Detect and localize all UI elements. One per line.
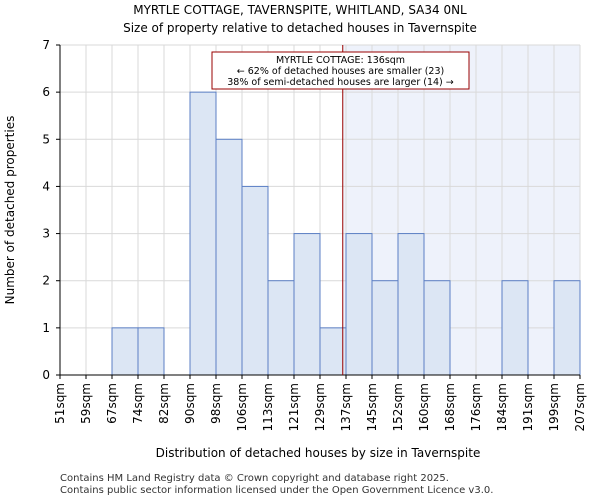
bar-106sqm (241, 185, 269, 376)
x-tick-label: 184sqm (495, 383, 509, 431)
bar-160sqm (423, 280, 451, 376)
y-tick-label: 1 (42, 321, 50, 335)
x-tick-label: 129sqm (313, 383, 327, 431)
x-tick-label: 67sqm (105, 383, 119, 424)
bar-67sqm (111, 327, 139, 376)
bar-199sqm (553, 280, 581, 376)
x-tick-label: 90sqm (183, 383, 197, 424)
chart-subtitle: Size of property relative to detached ho… (123, 21, 477, 35)
y-tick-label: 2 (42, 274, 50, 288)
annotation-line: 38% of semi-detached houses are larger (… (227, 77, 454, 88)
annotation-line: ← 62% of detached houses are smaller (23… (237, 66, 444, 77)
x-tick-label: 168sqm (443, 383, 457, 431)
bar-129sqm (319, 327, 347, 376)
bar-98sqm (215, 138, 243, 376)
x-tick-label: 51sqm (53, 383, 67, 424)
y-tick-label: 3 (42, 227, 50, 241)
x-tick-label: 191sqm (521, 383, 535, 431)
x-tick-label: 74sqm (131, 383, 145, 424)
annotation-box (211, 51, 470, 90)
bar-90sqm (189, 91, 217, 376)
bar-145sqm (371, 280, 399, 376)
x-tick-label: 152sqm (391, 383, 405, 431)
y-axis-label: Number of detached properties (3, 116, 17, 305)
y-tick-label: 0 (42, 368, 50, 382)
bar-184sqm (501, 280, 529, 376)
footer-licence: Contains public sector information licen… (60, 485, 494, 496)
plot-area: 0 1 2 3 4 5 6 7 51sqm 59sqm 67sqm 74sqm 82sqm 90sqm 98… (42, 38, 587, 431)
x-tick-label: 98sqm (209, 383, 223, 424)
x-tick-label: 160sqm (417, 383, 431, 431)
x-tick-label: 59sqm (79, 383, 93, 424)
x-tick-label: 145sqm (365, 383, 379, 431)
footer-copyright: Contains HM Land Registry data © Crown c… (60, 473, 449, 484)
bar-74sqm (137, 327, 165, 376)
bar-152sqm (397, 233, 425, 376)
bar-113sqm (267, 280, 295, 376)
y-tick-label: 5 (42, 132, 50, 146)
bar-121sqm (293, 233, 321, 376)
x-tick-label: 137sqm (339, 383, 353, 431)
y-tick-label: 4 (42, 179, 50, 193)
x-tick-label: 121sqm (287, 383, 301, 431)
x-tick-label: 113sqm (261, 383, 275, 431)
x-axis-label: Distribution of detached houses by size … (156, 446, 481, 460)
y-tick-label: 6 (42, 85, 50, 99)
x-tick-label: 106sqm (235, 383, 249, 431)
x-tick-label: 82sqm (157, 383, 171, 424)
x-tick-label: 207sqm (573, 383, 587, 431)
y-tick-label: 7 (42, 38, 50, 52)
annotation-line: MYRTLE COTTAGE: 136sqm (276, 55, 405, 66)
chart-title: MYRTLE COTTAGE, TAVERNSPITE, WHITLAND, S… (133, 3, 467, 17)
x-tick-label: 176sqm (469, 383, 483, 431)
bar-137sqm (345, 233, 373, 376)
x-tick-label: 199sqm (547, 383, 561, 431)
